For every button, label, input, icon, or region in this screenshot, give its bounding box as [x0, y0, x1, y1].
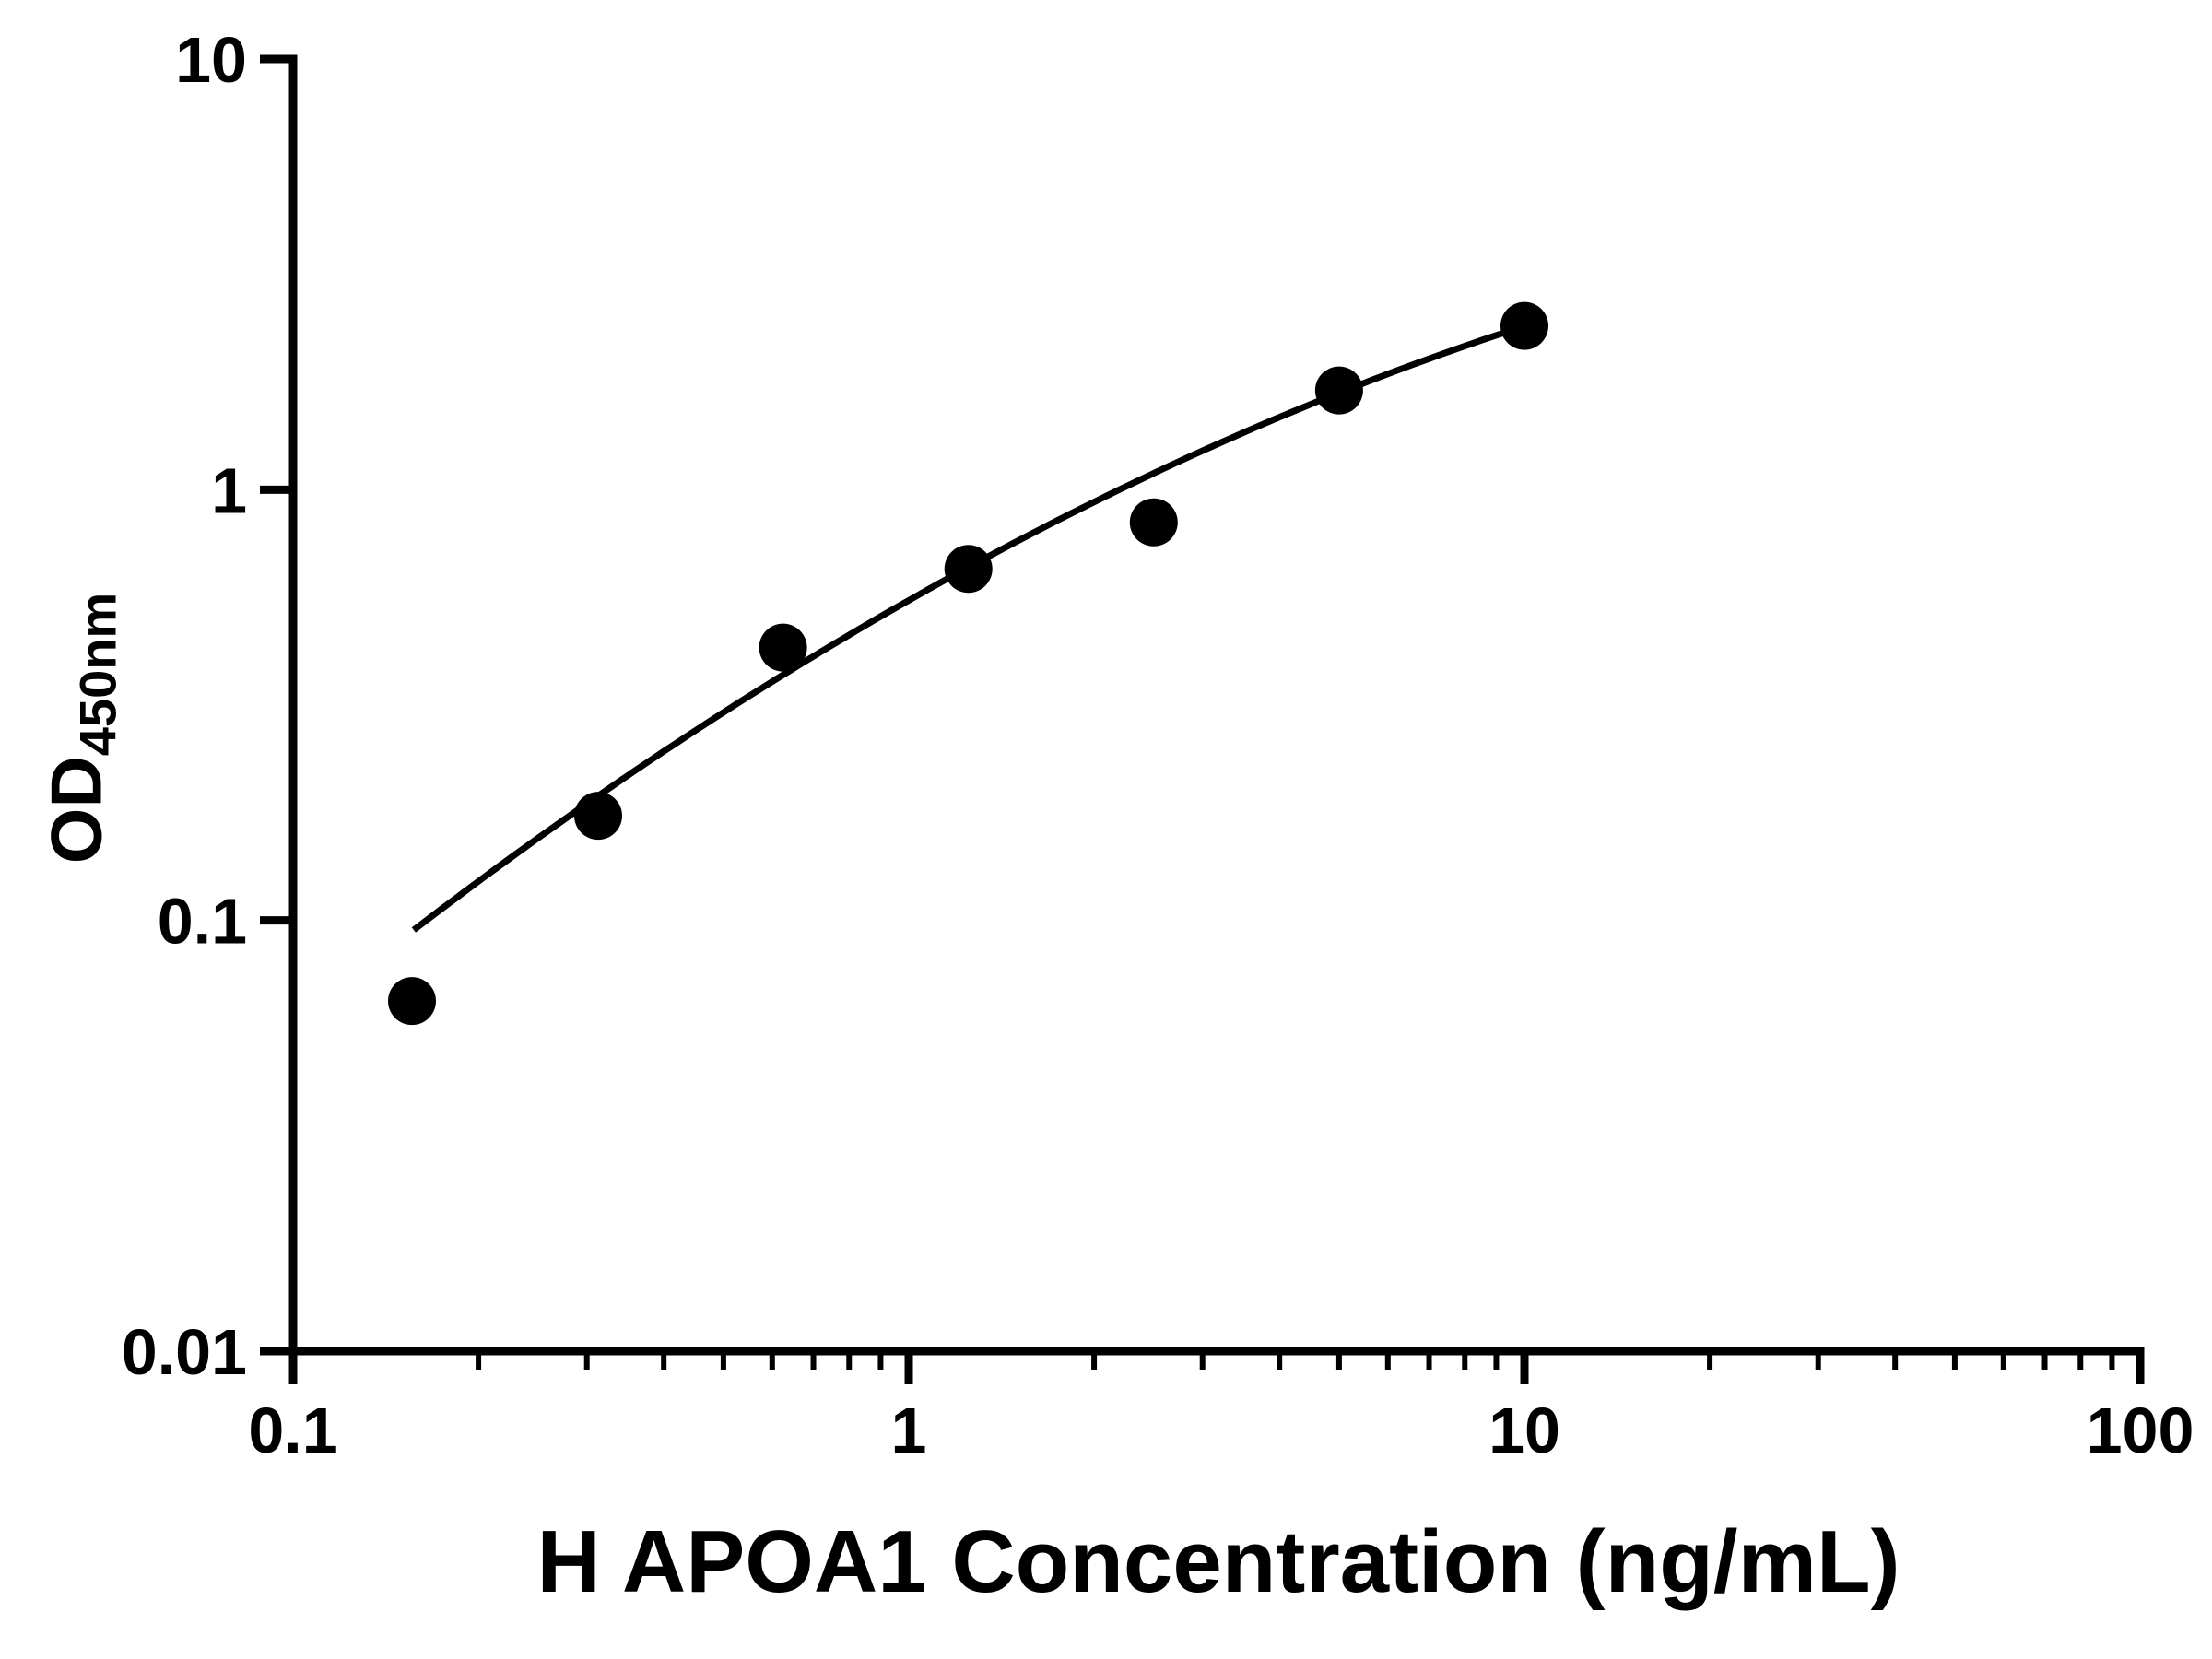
data-point: [1314, 366, 1363, 415]
y-tick-label: 10: [175, 24, 247, 96]
fit-curve: [411, 323, 1526, 933]
x-tick-label: 1: [891, 1394, 927, 1466]
y-axis-title-subscript: 450nm: [68, 592, 127, 757]
y-tick-label: 1: [211, 454, 247, 526]
data-point: [1500, 301, 1548, 350]
y-tick-label: 0.1: [158, 886, 247, 958]
x-tick-label: 0.1: [248, 1394, 337, 1466]
y-tick-label: 0.01: [122, 1316, 247, 1388]
x-tick-label: 10: [1488, 1394, 1560, 1466]
data-point: [759, 623, 807, 672]
x-axis-title: H APOA1 Concentration (ng/mL): [536, 1512, 1900, 1611]
data-point: [574, 792, 622, 841]
data-point: [1129, 498, 1178, 547]
x-tick-label: 100: [2087, 1394, 2194, 1466]
data-point: [944, 545, 993, 594]
y-axis-title: OD450nm: [35, 593, 128, 864]
y-axis-title-main: OD: [35, 756, 117, 865]
data-point: [388, 977, 436, 1026]
